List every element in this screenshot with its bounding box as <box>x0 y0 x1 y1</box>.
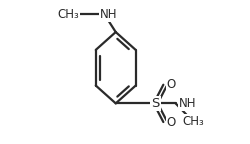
Text: NH: NH <box>178 97 196 110</box>
Text: S: S <box>152 97 160 110</box>
Text: O: O <box>167 78 176 91</box>
Text: NH: NH <box>100 8 117 21</box>
Text: CH₃: CH₃ <box>57 8 79 21</box>
Text: CH₃: CH₃ <box>182 115 204 128</box>
Text: O: O <box>167 116 176 129</box>
